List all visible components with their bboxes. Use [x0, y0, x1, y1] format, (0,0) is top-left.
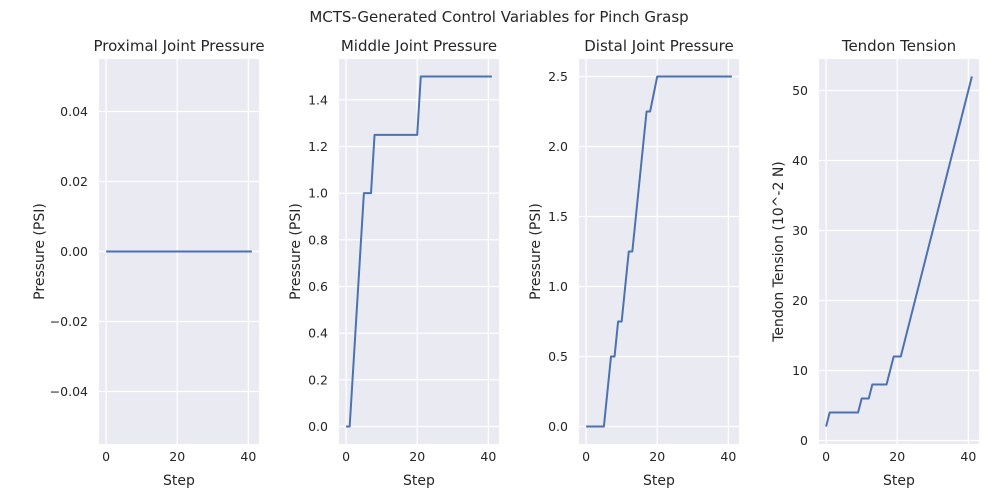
- chart-3-x-axis-label: Step: [883, 473, 915, 489]
- chart-1-y-tick-label: 1.0: [308, 186, 328, 201]
- chart-2-x-tick-label: 40: [720, 449, 736, 464]
- chart-2-plot-area: [579, 59, 739, 444]
- chart-1-x-tick-label: 40: [480, 449, 496, 464]
- chart-1-y-tick-label: 1.4: [308, 92, 328, 107]
- chart-3-x-tick-label: 0: [822, 449, 830, 464]
- chart-0-x-tick-label: 40: [240, 449, 256, 464]
- chart-2-y-tick-label: 0.0: [548, 419, 568, 434]
- chart-2-title: Distal Joint Pressure: [584, 37, 734, 55]
- chart-2-y-tick-label: 2.5: [548, 69, 568, 84]
- chart-1-y-tick-label: 0.6: [308, 279, 328, 294]
- chart-1-x-tick-label: 0: [342, 449, 350, 464]
- chart-3-y-tick-label: 30: [792, 223, 808, 238]
- chart-2-axes: 0 20 40 0.0 0.5 1.0 1.5 2.0 2.5 Distal Joint Pres…: [528, 37, 739, 489]
- chart-0-x-tick-label: 20: [169, 449, 185, 464]
- chart-2-y-tick-label: 2.0: [548, 139, 568, 154]
- chart-0-y-axis-label: Pressure (PSI): [32, 203, 48, 300]
- chart-0-x-axis-label: Step: [163, 473, 195, 489]
- chart-2-y-tick-label: 1.0: [548, 279, 568, 294]
- chart-1-y-tick-label: 1.2: [308, 139, 328, 154]
- chart-3-plot-area: [819, 59, 979, 444]
- chart-2-x-tick-label: 0: [582, 449, 590, 464]
- chart-1-y-tick-label: 0.4: [308, 326, 328, 341]
- chart-2-y-tick-label: 0.5: [548, 349, 568, 364]
- chart-3-y-tick-label: 50: [792, 83, 808, 98]
- chart-2-x-tick-label: 20: [649, 449, 665, 464]
- chart-2-y-axis-label: Pressure (PSI): [528, 203, 544, 300]
- chart-1-y-tick-label: 0.8: [308, 232, 328, 247]
- chart-2-x-axis-label: Step: [643, 473, 675, 489]
- chart-0-x-tick-label: 0: [102, 449, 110, 464]
- chart-0-y-tick-label: 0.02: [60, 174, 88, 189]
- chart-1-x-tick-label: 20: [409, 449, 425, 464]
- chart-3-title: Tendon Tension: [841, 37, 956, 55]
- chart-3-axes: 0 20 40 0 10 20 30 40 50 Tendon Tension Step Tendon…: [771, 37, 979, 489]
- chart-3-y-tick-label: 10: [792, 363, 808, 378]
- chart-2-series-line: [586, 75, 732, 428]
- chart-3-x-tick-label: 20: [889, 449, 905, 464]
- chart-0-title: Proximal Joint Pressure: [93, 37, 264, 55]
- chart-1-title: Middle Joint Pressure: [341, 37, 497, 55]
- chart-3-series-line: [825, 76, 973, 427]
- chart-1-y-axis-label: Pressure (PSI): [288, 203, 304, 300]
- chart-3-y-tick-label: 0: [800, 433, 808, 448]
- chart-1-axes: 0 20 40 0.0 0.2 0.4 0.6 0.8 1.0 1.2 1.4 Middle Join…: [288, 37, 499, 489]
- chart-2-y-tick-label: 1.5: [548, 209, 568, 224]
- chart-0-y-tick-label: 0.04: [60, 104, 88, 119]
- chart-1-y-tick-label: 0.0: [308, 419, 328, 434]
- chart-3-y-tick-label: 20: [792, 293, 808, 308]
- chart-3-y-tick-label: 40: [792, 153, 808, 168]
- chart-0-y-tick-label: −0.04: [50, 384, 88, 399]
- chart-1-x-axis-label: Step: [403, 473, 435, 489]
- chart-1-series-line: [346, 75, 492, 428]
- figure-suptitle: MCTS-Generated Control Variables for Pin…: [309, 8, 688, 26]
- chart-1-y-tick-label: 0.2: [308, 372, 328, 387]
- chart-3-y-axis-label: Tendon Tension (10^-2 N): [771, 161, 787, 343]
- chart-0-y-tick-label: 0.00: [60, 244, 88, 259]
- chart-0-axes: 0 20 40 −0.04 −0.02 0.00 0.02 0.04 Proximal Join…: [32, 37, 265, 489]
- chart-0-y-tick-label: −0.02: [50, 314, 88, 329]
- chart-3-x-tick-label: 40: [960, 449, 976, 464]
